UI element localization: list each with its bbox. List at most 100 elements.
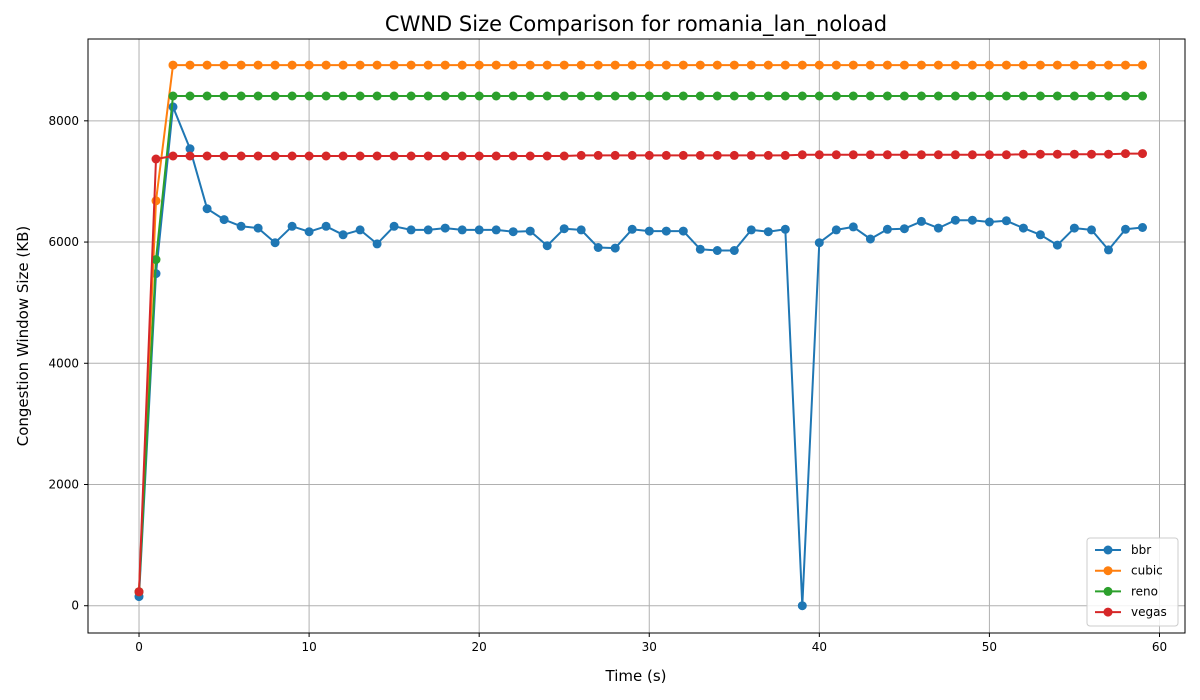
vegas-point bbox=[831, 150, 841, 160]
bbr-point bbox=[984, 217, 994, 227]
x-tick-label: 0 bbox=[135, 640, 143, 654]
vegas-point bbox=[865, 150, 875, 160]
cubic-point bbox=[882, 60, 892, 70]
reno-point bbox=[644, 91, 654, 101]
reno-point bbox=[627, 91, 637, 101]
vegas-point bbox=[168, 151, 178, 161]
reno-point bbox=[950, 91, 960, 101]
series-reno bbox=[134, 91, 1147, 597]
cubic-point bbox=[219, 60, 229, 70]
bbr-point bbox=[695, 244, 705, 254]
vegas-point bbox=[627, 150, 637, 160]
cubic-point bbox=[763, 60, 773, 70]
vegas-point bbox=[253, 151, 263, 161]
bbr-point bbox=[559, 224, 569, 234]
bbr-point bbox=[525, 226, 535, 236]
reno-point bbox=[865, 91, 875, 101]
vegas-point bbox=[882, 150, 892, 160]
bbr-point bbox=[950, 215, 960, 225]
vegas-point bbox=[899, 150, 909, 160]
vegas-point bbox=[491, 151, 501, 161]
reno-point bbox=[457, 91, 467, 101]
reno-point bbox=[746, 91, 756, 101]
bbr-point bbox=[202, 204, 212, 214]
cubic-point bbox=[185, 60, 195, 70]
reno-point bbox=[1087, 91, 1096, 101]
bbr-point bbox=[1001, 216, 1011, 226]
reno-point bbox=[151, 255, 161, 265]
vegas-point bbox=[134, 587, 144, 597]
bbr-point bbox=[287, 221, 297, 231]
cubic-point bbox=[1121, 60, 1130, 70]
reno-point bbox=[202, 91, 212, 101]
reno-point bbox=[967, 91, 977, 101]
bbr-point bbox=[406, 225, 416, 235]
reno-point bbox=[491, 91, 501, 101]
legend-marker bbox=[1103, 566, 1113, 576]
vegas-point bbox=[304, 151, 314, 161]
x-tick-label: 60 bbox=[1152, 640, 1167, 654]
cubic-point bbox=[151, 196, 161, 206]
bbr-point bbox=[644, 226, 654, 236]
reno-point bbox=[593, 91, 603, 101]
legend-marker bbox=[1103, 607, 1113, 617]
cubic-point bbox=[287, 60, 297, 70]
vegas-point bbox=[916, 150, 926, 160]
reno-point bbox=[695, 91, 705, 101]
vegas-point bbox=[763, 150, 773, 160]
reno-point bbox=[661, 91, 671, 101]
reno-point bbox=[576, 91, 586, 101]
reno-point bbox=[168, 91, 178, 101]
y-tick-label: 6000 bbox=[48, 235, 79, 249]
bbr-point bbox=[389, 221, 399, 231]
vegas-point bbox=[746, 150, 756, 160]
reno-point bbox=[355, 91, 365, 101]
cubic-point bbox=[678, 60, 688, 70]
bbr-point bbox=[355, 225, 365, 235]
reno-point bbox=[474, 91, 484, 101]
bbr-point bbox=[219, 215, 229, 225]
cubic-point bbox=[1104, 60, 1113, 70]
cubic-point bbox=[355, 60, 365, 70]
reno-point bbox=[797, 91, 807, 101]
reno-point bbox=[814, 91, 824, 101]
bbr-point bbox=[338, 230, 348, 240]
reno-point bbox=[1052, 91, 1062, 101]
vegas-point bbox=[1138, 149, 1147, 159]
x-tick-label: 30 bbox=[642, 640, 657, 654]
cubic-point bbox=[644, 60, 654, 70]
bbr-point bbox=[253, 223, 263, 233]
bbr-point bbox=[304, 227, 314, 237]
bbr-point bbox=[848, 222, 858, 232]
bbr-point bbox=[1104, 245, 1113, 255]
vegas-point bbox=[644, 150, 654, 160]
cubic-point bbox=[627, 60, 637, 70]
bbr-point bbox=[508, 227, 518, 237]
cubic-point bbox=[780, 60, 790, 70]
axis-ticks: 0 10 20 30 40 50 60 0 2000 4000 6000 8000 bbox=[48, 114, 1167, 654]
reno-point bbox=[831, 91, 841, 101]
reno-point bbox=[1001, 91, 1011, 101]
vegas-point bbox=[457, 151, 467, 161]
legend-label: reno bbox=[1131, 584, 1158, 598]
cubic-point bbox=[525, 60, 535, 70]
bbr-point bbox=[457, 225, 467, 235]
y-tick-label: 4000 bbox=[48, 356, 79, 370]
cubic-point bbox=[610, 60, 620, 70]
y-tick-label: 2000 bbox=[48, 478, 79, 492]
cubic-point bbox=[729, 60, 739, 70]
chart-title: CWND Size Comparison for romania_lan_nol… bbox=[385, 12, 887, 37]
reno-point bbox=[287, 91, 297, 101]
reno-point bbox=[508, 91, 518, 101]
cubic-point bbox=[202, 60, 212, 70]
reno-point bbox=[1104, 91, 1113, 101]
cubic-point bbox=[1069, 60, 1079, 70]
reno-point bbox=[185, 91, 195, 101]
bbr-point bbox=[593, 243, 603, 252]
bbr-point bbox=[1138, 223, 1147, 232]
vegas-point bbox=[406, 151, 416, 161]
reno-point bbox=[525, 91, 535, 101]
reno-point bbox=[321, 91, 331, 101]
reno-point bbox=[780, 91, 790, 101]
series-bbr bbox=[134, 102, 1147, 611]
